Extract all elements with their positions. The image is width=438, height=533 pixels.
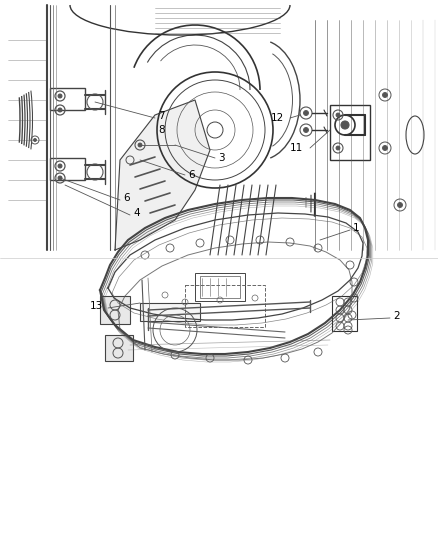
Circle shape: [398, 203, 403, 207]
Polygon shape: [115, 100, 210, 250]
Bar: [330, 105, 370, 160]
Text: 2: 2: [393, 311, 399, 321]
Bar: [195, 273, 245, 301]
Circle shape: [33, 139, 36, 141]
Text: 12: 12: [271, 113, 284, 123]
Circle shape: [336, 113, 340, 117]
Text: 8: 8: [158, 125, 165, 135]
Text: 13: 13: [90, 301, 103, 311]
Text: 11: 11: [290, 143, 303, 153]
Bar: [105, 335, 133, 361]
Bar: [332, 296, 357, 331]
Circle shape: [382, 146, 388, 150]
Text: 7: 7: [158, 111, 165, 121]
Bar: [50, 158, 85, 180]
Text: 6: 6: [123, 193, 130, 203]
Circle shape: [58, 176, 62, 180]
Bar: [50, 88, 85, 110]
Circle shape: [336, 146, 340, 150]
Circle shape: [58, 164, 62, 168]
Circle shape: [58, 108, 62, 112]
Text: 4: 4: [133, 208, 140, 218]
Circle shape: [304, 110, 308, 116]
Circle shape: [58, 94, 62, 98]
Text: 1: 1: [353, 223, 360, 233]
Circle shape: [138, 143, 142, 147]
Text: 3: 3: [218, 153, 225, 163]
Circle shape: [382, 93, 388, 98]
Bar: [185, 285, 265, 327]
Bar: [200, 276, 240, 298]
Bar: [100, 296, 130, 324]
Text: 6: 6: [188, 170, 194, 180]
Circle shape: [341, 121, 349, 129]
Circle shape: [304, 127, 308, 133]
Bar: [140, 303, 200, 321]
